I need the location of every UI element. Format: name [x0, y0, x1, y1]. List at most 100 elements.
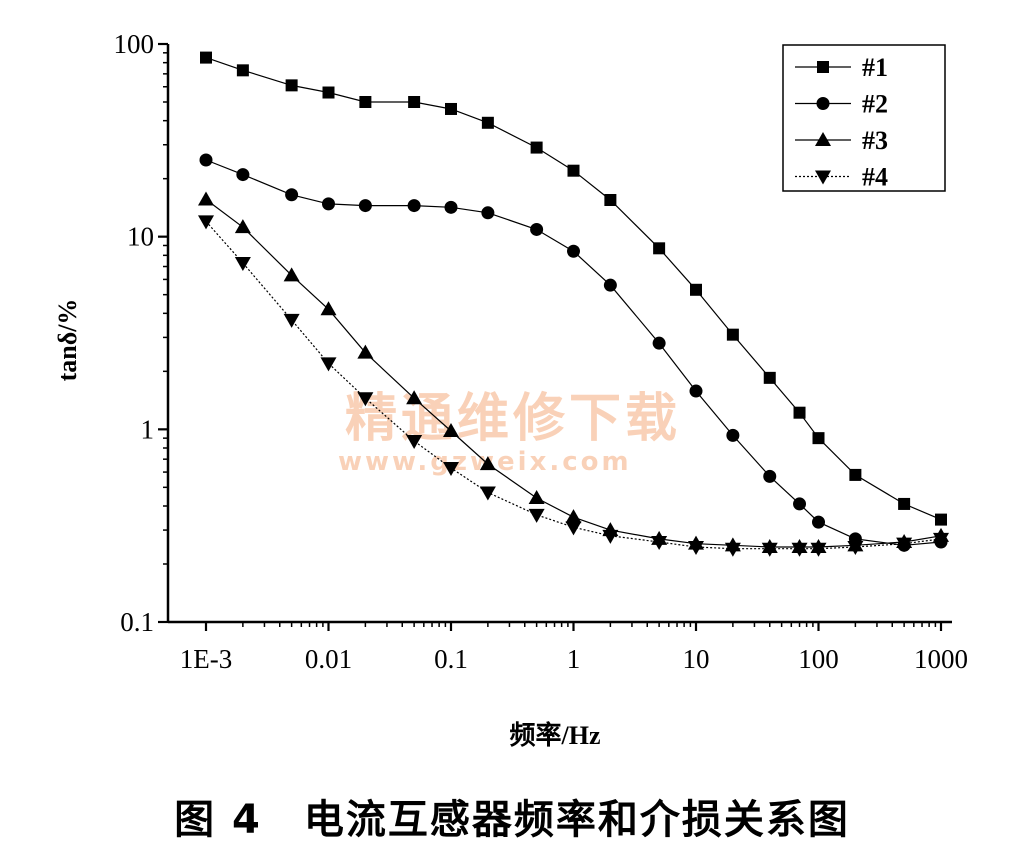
data-point	[234, 256, 251, 271]
data-point	[567, 164, 580, 177]
legend-marker	[817, 61, 829, 73]
data-point	[283, 313, 300, 328]
data-point	[406, 434, 423, 449]
data-point	[445, 102, 457, 115]
data-point	[479, 486, 496, 501]
data-point	[358, 199, 372, 213]
data-point	[322, 197, 335, 211]
data-point	[793, 406, 806, 419]
data-point	[285, 188, 299, 202]
data-point	[935, 513, 947, 526]
data-point	[200, 51, 212, 64]
series-layer	[198, 51, 949, 557]
legend-box	[782, 44, 946, 192]
data-point	[322, 86, 335, 99]
data-point	[847, 541, 864, 556]
data-point	[565, 509, 582, 524]
y-tick-label: 10	[127, 222, 154, 252]
x-axis-label: 频率/Hz	[510, 720, 601, 750]
legend-label: #3	[862, 126, 888, 155]
figure-caption: 图 4 电流互感器频率和介损关系图	[174, 797, 850, 843]
x-tick-label: 1	[567, 644, 581, 674]
data-point	[444, 200, 458, 214]
data-point	[724, 542, 741, 557]
legend-marker	[815, 170, 831, 185]
legend-item: #3	[795, 126, 888, 155]
data-point	[481, 206, 495, 220]
x-tick-label: 1E-3	[180, 644, 232, 674]
legend-label: #2	[862, 90, 888, 119]
data-point	[812, 515, 825, 529]
data-point	[283, 267, 300, 282]
data-point	[763, 371, 776, 384]
y-tick-label: 0.1	[120, 607, 154, 637]
data-point	[651, 536, 668, 551]
data-point	[933, 532, 949, 547]
data-point	[898, 497, 911, 510]
data-point	[479, 456, 496, 471]
series-2	[199, 153, 948, 552]
data-point	[565, 521, 582, 536]
data-point	[359, 95, 372, 108]
series-line	[205, 221, 942, 550]
legend-label: #1	[862, 53, 888, 82]
data-point	[726, 428, 740, 442]
data-point	[528, 490, 545, 505]
data-point	[603, 278, 617, 292]
data-point	[443, 423, 459, 438]
data-point	[236, 64, 249, 77]
data-point	[199, 153, 213, 167]
data-point	[567, 244, 580, 258]
y-tick-label: 1	[141, 414, 155, 444]
y-axis-label: tanδ/%	[53, 299, 82, 382]
legend-marker	[815, 132, 831, 146]
data-point	[761, 542, 778, 557]
legend-item: #2	[795, 90, 888, 119]
watermark-url: www.gzweix.com	[338, 447, 632, 477]
legend-item: #4	[795, 163, 888, 192]
x-tick-label: 1000	[914, 644, 968, 674]
axes: 1E-3 0.01 0.1 1 10 100 1000 0.1 1 10 100	[114, 29, 969, 674]
data-point	[530, 141, 543, 154]
data-point	[236, 168, 250, 182]
data-point	[793, 497, 807, 511]
data-point	[285, 79, 298, 92]
data-point	[234, 219, 251, 234]
data-point	[320, 301, 337, 316]
data-point	[406, 390, 423, 405]
data-point	[407, 199, 421, 213]
data-point	[653, 242, 666, 255]
legend-marker	[816, 97, 830, 110]
series-line	[205, 159, 942, 546]
data-point	[443, 461, 459, 476]
data-point	[688, 541, 704, 556]
data-point	[812, 432, 825, 445]
data-point	[408, 95, 421, 108]
watermark-text: 精通维修下载	[345, 389, 681, 449]
legend: #1 #2 #3 #4	[782, 44, 946, 192]
data-point	[726, 328, 739, 341]
data-point	[357, 392, 374, 407]
data-point	[896, 537, 913, 552]
data-point	[198, 191, 214, 206]
data-point	[357, 344, 374, 359]
x-tick-label: 0.01	[305, 644, 352, 674]
x-tick-label: 100	[798, 644, 839, 674]
x-tick-label: 0.1	[434, 644, 468, 674]
legend-item: #1	[795, 53, 888, 82]
data-point	[763, 469, 777, 483]
data-point	[602, 529, 619, 544]
data-point	[320, 357, 337, 372]
data-point	[810, 542, 827, 557]
data-point	[652, 336, 666, 350]
data-point	[481, 116, 494, 129]
data-point	[849, 468, 862, 481]
series-4	[198, 215, 949, 557]
data-point	[690, 283, 702, 296]
data-point	[198, 215, 214, 230]
data-point	[528, 508, 545, 523]
data-point	[530, 222, 544, 236]
data-point	[689, 384, 703, 398]
data-point	[604, 193, 617, 206]
